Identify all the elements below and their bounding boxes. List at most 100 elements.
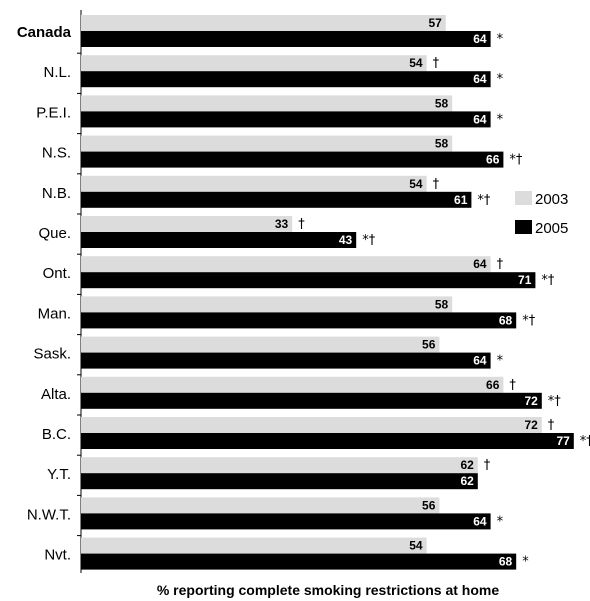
data-label-2003: 62 xyxy=(460,458,474,472)
bar-2003 xyxy=(81,135,453,152)
data-label-2003: 66 xyxy=(486,378,500,392)
data-label-2005: 61 xyxy=(454,193,468,207)
significance-mark: *† xyxy=(509,153,523,168)
bar-2005 xyxy=(81,513,491,530)
category-label: N.B. xyxy=(42,185,71,202)
bar-2005 xyxy=(81,272,536,289)
bar-2005 xyxy=(81,31,491,47)
significance-mark: * xyxy=(497,514,504,529)
bar-2003 xyxy=(81,376,504,393)
category-group: N.B. 54 † 61 *† xyxy=(42,175,491,208)
bar-2005 xyxy=(81,312,517,329)
bar-2003 xyxy=(81,417,542,433)
category-group: P.E.I. 58 64 * xyxy=(36,95,504,128)
category-group: N.L. 54 † 64 * xyxy=(43,55,504,88)
significance-mark: *† xyxy=(580,434,590,449)
category-group: Que. 33 † 43 *† xyxy=(38,216,376,248)
category-label: Y.T. xyxy=(47,466,71,483)
bar-2003 xyxy=(81,15,446,31)
data-label-2003: 64 xyxy=(473,257,487,271)
bar-2003 xyxy=(81,256,491,273)
significance-mark: *† xyxy=(522,313,536,328)
data-label-2003: 58 xyxy=(435,96,449,110)
significance-mark: *† xyxy=(477,193,491,208)
bar-2003 xyxy=(81,537,427,554)
category-group: Alta. 66 † 72 *† xyxy=(41,376,562,409)
legend-swatch-2003 xyxy=(515,191,532,205)
x-axis-label: % reporting complete smoking restriction… xyxy=(157,582,500,598)
data-label-2003: 58 xyxy=(435,137,449,151)
category-label: Que. xyxy=(38,225,71,242)
bar-2005 xyxy=(81,352,491,369)
category-label: N.S. xyxy=(42,145,71,162)
category-label: Ont. xyxy=(43,265,71,282)
data-label-2003: 72 xyxy=(524,418,538,432)
category-label: Canada xyxy=(17,24,72,41)
category-group: B.C. 72 †77 *† xyxy=(42,417,590,449)
bar-2003 xyxy=(81,175,427,192)
data-label-2003: 56 xyxy=(422,338,436,352)
category-label: B.C. xyxy=(42,426,71,443)
data-label-2003: 54 xyxy=(409,539,423,553)
data-label-2005: 77 xyxy=(556,434,570,448)
significance-mark: * xyxy=(522,555,529,570)
data-label-2003: 58 xyxy=(435,297,449,311)
bar-2005 xyxy=(81,392,542,409)
significance-mark: * xyxy=(497,112,504,127)
significance-mark: † xyxy=(298,217,305,232)
bar-2003 xyxy=(81,457,478,474)
data-label-2005: 64 xyxy=(473,32,487,46)
category-group: Nvt. 54 68 * xyxy=(44,537,529,570)
bar-2003 xyxy=(81,55,427,72)
data-label-2003: 57 xyxy=(428,16,442,30)
category-group: Man. 58 68 *† xyxy=(38,296,536,329)
data-label-2005: 64 xyxy=(473,72,487,86)
bar-2003 xyxy=(81,336,440,353)
category-group: N.S. 58 66 *† xyxy=(42,135,523,168)
significance-mark: † xyxy=(509,378,516,393)
category-group: Y.T. 62 † 62 xyxy=(47,457,491,490)
category-group: Canada 57 64 * xyxy=(17,15,504,47)
data-label-2005: 72 xyxy=(524,394,538,408)
bar-2003 xyxy=(81,216,293,232)
data-label-2003: 56 xyxy=(422,498,436,512)
data-label-2003: 54 xyxy=(409,56,423,70)
category-label: Sask. xyxy=(33,346,71,363)
significance-mark: * xyxy=(497,32,504,47)
category-label: N.L. xyxy=(43,64,71,81)
category-label: Man. xyxy=(38,305,71,322)
data-label-2005: 64 xyxy=(473,354,487,368)
legend-label-2003: 2003 xyxy=(535,191,568,208)
significance-mark: † xyxy=(433,56,440,71)
significance-mark: † xyxy=(497,257,504,272)
category-label: N.W.T. xyxy=(27,506,71,523)
bar-2003 xyxy=(81,95,453,112)
significance-mark: † xyxy=(484,458,491,473)
category-group: N.W.T. 56 64 * xyxy=(27,497,504,530)
bar-2005 xyxy=(81,151,504,168)
data-label-2005: 66 xyxy=(486,153,500,167)
category-label: Alta. xyxy=(41,386,71,403)
data-label-2005: 64 xyxy=(473,514,487,528)
significance-mark: † xyxy=(548,418,555,433)
data-label-2003: 33 xyxy=(275,217,289,231)
data-label-2005: 68 xyxy=(499,313,513,327)
legend-swatch-2005 xyxy=(515,220,532,234)
significance-mark: * xyxy=(497,72,504,87)
bar-2005 xyxy=(81,232,357,248)
significance-mark: *† xyxy=(548,394,562,409)
category-group: Sask. 56 64 * xyxy=(33,336,504,369)
bar-2005 xyxy=(81,111,491,128)
data-label-2005: 71 xyxy=(518,273,532,287)
bar-2003 xyxy=(81,497,440,514)
data-label-2005: 68 xyxy=(499,555,513,569)
significance-mark: * xyxy=(497,354,504,369)
significance-mark: † xyxy=(433,177,440,192)
category-group: Ont. 64 † 71 *† xyxy=(43,256,555,289)
data-label-2005: 43 xyxy=(339,233,353,247)
data-label-2005: 62 xyxy=(460,474,474,488)
bar-2003 xyxy=(81,296,453,313)
bar-2005 xyxy=(81,553,517,570)
bar-2005 xyxy=(81,433,574,449)
